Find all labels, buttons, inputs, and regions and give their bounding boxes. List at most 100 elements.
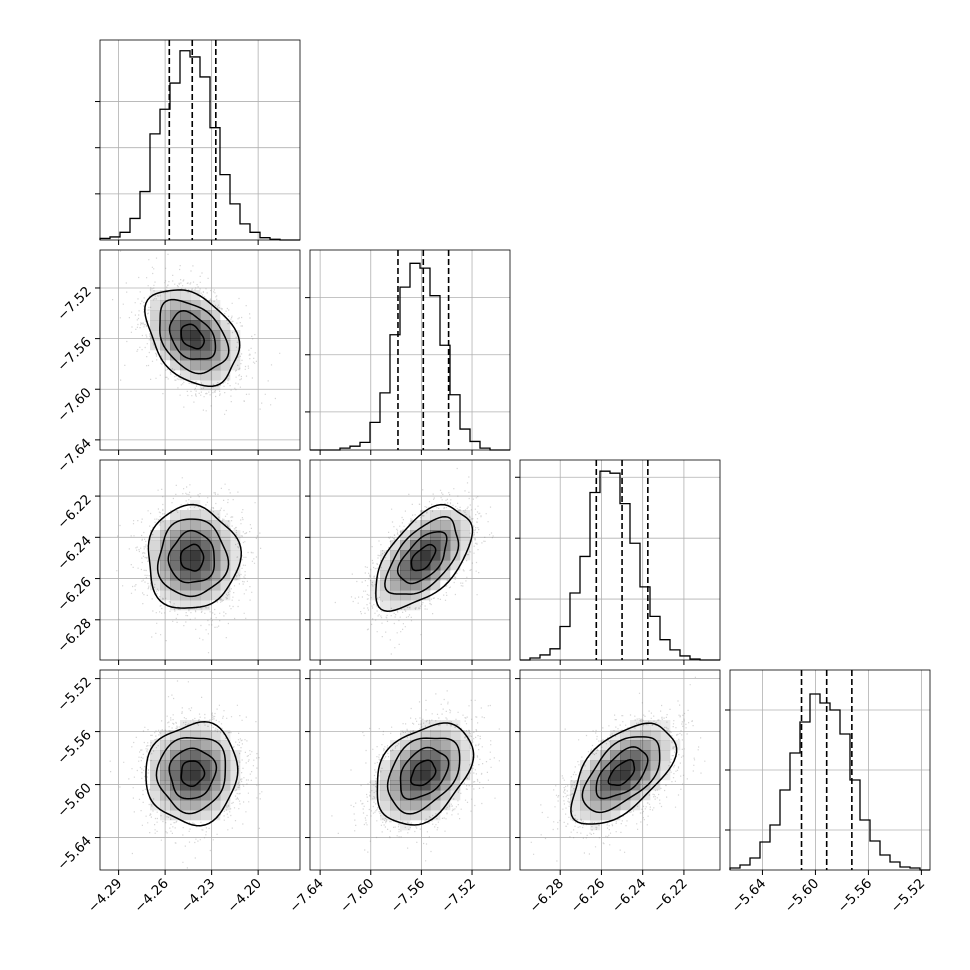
density-cell xyxy=(210,520,221,531)
density-cell xyxy=(440,790,451,801)
contour-line xyxy=(144,289,241,387)
density-cell xyxy=(150,530,161,541)
density-cell xyxy=(150,750,161,761)
density-cell xyxy=(190,320,201,331)
density-cell xyxy=(370,780,381,791)
panel-frame xyxy=(99,249,301,451)
density-cell xyxy=(610,810,621,821)
x-tick-label: −4.23 xyxy=(178,876,219,917)
scatter-points xyxy=(331,690,500,862)
density-cell xyxy=(380,560,391,571)
density-cell xyxy=(160,770,171,781)
density-cell xyxy=(430,550,441,561)
contour-line xyxy=(179,543,205,572)
density-cell xyxy=(570,790,581,801)
density-cell xyxy=(430,560,441,571)
scatter-points xyxy=(112,250,281,415)
density-cell xyxy=(180,730,191,741)
density-cell xyxy=(200,750,211,761)
density-cell xyxy=(170,350,181,361)
density-cell xyxy=(180,290,191,301)
density-cell xyxy=(390,770,401,781)
density-cell xyxy=(200,310,211,321)
panel-frame xyxy=(309,459,511,661)
density-cell xyxy=(170,730,181,741)
density-cell xyxy=(460,520,471,531)
x-tick-label: −4.26 xyxy=(131,876,172,917)
contour-line xyxy=(167,529,216,584)
density-cell xyxy=(170,510,181,521)
density-cell xyxy=(180,750,191,761)
pair-panel-0-1 xyxy=(99,249,301,451)
density-cell xyxy=(160,350,171,361)
x-tick-label: −6.28 xyxy=(526,876,567,917)
density-cell xyxy=(200,590,211,601)
density-cell xyxy=(420,740,431,751)
density-cell xyxy=(230,760,241,771)
density-cell xyxy=(450,530,461,541)
density-cell xyxy=(190,520,201,531)
pair-panel-1-2 xyxy=(309,459,511,661)
density-cell xyxy=(450,540,461,551)
density-cell xyxy=(390,560,401,571)
density-cell xyxy=(400,740,411,751)
density-cell xyxy=(180,560,191,571)
density-cell xyxy=(180,780,191,791)
density-cell xyxy=(210,800,221,811)
density-cell xyxy=(190,360,201,371)
density-cell xyxy=(590,820,601,831)
density-cell xyxy=(190,800,201,811)
density-cell xyxy=(220,340,231,351)
density-cell xyxy=(660,730,671,741)
panel-frame xyxy=(99,39,301,241)
density-cell xyxy=(450,790,461,801)
density-cell xyxy=(200,370,211,381)
density-cell xyxy=(150,580,161,591)
y-tick-label: −6.22 xyxy=(54,492,95,533)
contour-line xyxy=(168,310,217,360)
density-cell xyxy=(180,330,191,341)
density-cell xyxy=(180,740,191,751)
density-cell xyxy=(160,290,171,301)
density-cell xyxy=(180,350,191,361)
y-tick-label: −5.64 xyxy=(54,833,95,874)
density-cell xyxy=(630,720,641,731)
density-cell xyxy=(160,810,171,821)
density-cell xyxy=(200,340,211,351)
histogram-panel-0 xyxy=(95,39,301,241)
density-cell xyxy=(450,740,461,751)
contour-line xyxy=(410,759,437,787)
density-cell xyxy=(200,330,211,341)
contour-line xyxy=(607,759,636,787)
density-cell xyxy=(230,350,241,361)
density-cell xyxy=(580,760,591,771)
density-cell xyxy=(620,740,631,751)
density-cell xyxy=(620,750,631,761)
density-cell xyxy=(170,750,181,761)
density-cell xyxy=(450,520,461,531)
density-cell xyxy=(620,730,631,741)
density-cell xyxy=(630,740,641,751)
density-cell xyxy=(580,800,591,811)
density-cell xyxy=(160,800,171,811)
density-cell xyxy=(440,530,451,541)
density-cell xyxy=(610,740,621,751)
density-cell xyxy=(230,770,241,781)
density-cell xyxy=(420,810,431,821)
density-cell xyxy=(440,760,451,771)
density-cell xyxy=(600,790,611,801)
density-cell xyxy=(390,810,401,821)
density-cell xyxy=(190,770,201,781)
density-cell xyxy=(180,530,191,541)
density-cell xyxy=(660,760,671,771)
density-cell xyxy=(590,760,601,771)
density-cell xyxy=(380,770,391,781)
density-cell xyxy=(170,790,181,801)
density-cell xyxy=(420,580,431,591)
density-cell xyxy=(420,590,431,601)
density-cell xyxy=(570,780,581,791)
density-cell xyxy=(410,770,421,781)
density-cell xyxy=(220,540,231,551)
density-cell xyxy=(570,800,581,811)
density-cell xyxy=(650,730,661,741)
